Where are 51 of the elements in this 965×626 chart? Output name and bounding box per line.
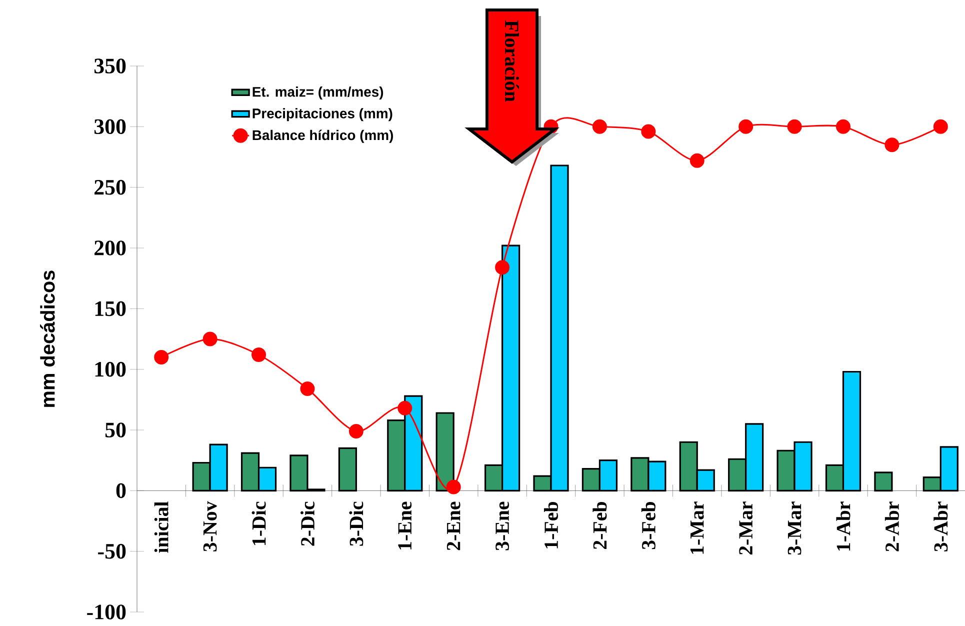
x-tick-label: 3-Ene	[496, 502, 509, 550]
annotation: Floración	[504, 20, 520, 102]
x-tick-label: 3-Nov	[203, 501, 217, 552]
point	[446, 480, 461, 494]
x-tick-label: 2-Ene	[446, 502, 460, 550]
x-tick-label: 1-Feb	[544, 502, 558, 548]
x-tick-label: 2-Feb	[592, 502, 607, 550]
x-tick-label: 1-Abr	[836, 502, 850, 551]
x-tick-label: 3-Feb	[641, 502, 656, 550]
point	[348, 424, 364, 438]
point	[836, 119, 850, 134]
legend-label: Et. maiz= (mm/mes)	[252, 86, 384, 100]
y-tick-label: 0	[116, 483, 126, 498]
x-tick-label: 2-Mar	[739, 502, 753, 555]
y-tick-label: 350	[94, 58, 126, 74]
point	[202, 332, 218, 346]
x-tick-label: 2-Abr	[884, 502, 899, 552]
point	[592, 119, 607, 134]
point	[495, 260, 510, 275]
point	[154, 350, 169, 364]
x-tick-label: inicial	[154, 502, 168, 553]
legend-label: Precipitaciones (mm)	[252, 108, 392, 122]
y-tick-label: 50	[105, 422, 126, 438]
point	[641, 124, 656, 139]
y-tick-label: 300	[94, 119, 126, 134]
point	[252, 348, 266, 362]
bar	[436, 412, 454, 492]
point	[690, 153, 704, 168]
point	[933, 119, 948, 134]
x-tick-label: 1-Mar	[690, 502, 704, 554]
x-tick-label: 3-Abr	[934, 502, 948, 552]
y-axis-title: mm decádicos	[40, 270, 55, 407]
y-tick-label: 150	[95, 301, 126, 316]
point	[738, 119, 754, 134]
point	[398, 400, 412, 416]
y-tick-label: -50	[98, 544, 126, 559]
point	[787, 119, 802, 134]
x-tick-label: 3-Mar	[788, 502, 802, 555]
y-tick-label: 250	[94, 180, 126, 195]
x-tick-label: 3-Dic	[349, 502, 364, 546]
x-tick-label: 2-Dic	[300, 502, 314, 546]
bar	[338, 447, 357, 492]
y-tick-label: 100	[95, 362, 126, 377]
point	[300, 381, 315, 396]
x-tick-label: 1-Dic	[252, 502, 266, 545]
x-tick-label: 1-Ene	[398, 502, 412, 550]
y-tick-label: -100	[87, 604, 126, 620]
bar	[874, 472, 893, 492]
y-tick-label: 200	[94, 240, 126, 256]
legend-label: Balance hídrico (mm)	[252, 130, 393, 143]
point	[884, 138, 900, 152]
